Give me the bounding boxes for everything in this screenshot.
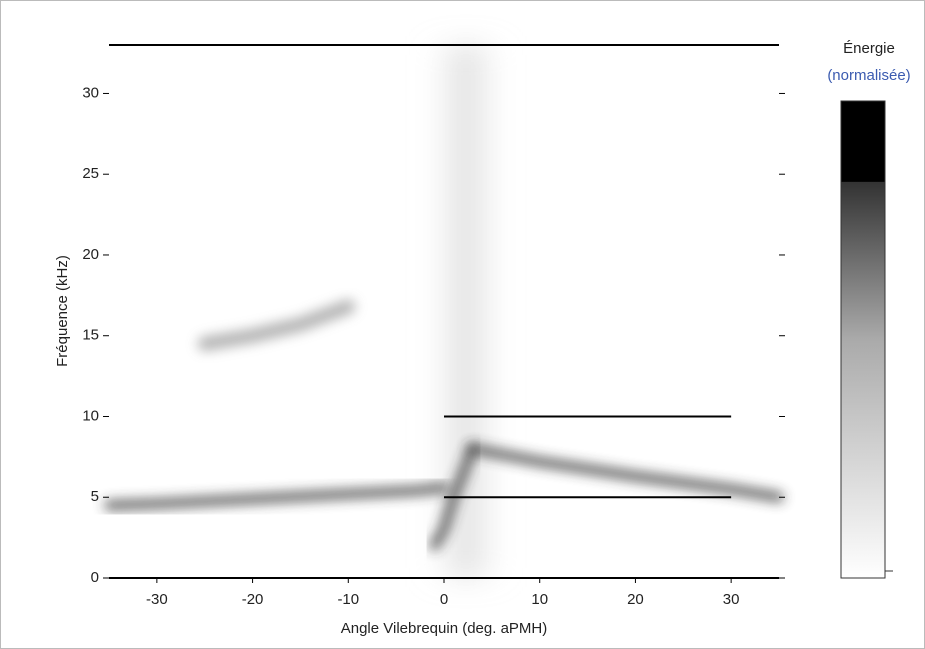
energy-ridge [197, 299, 356, 351]
x-axis-label: Angle Vilebrequin (deg. aPMH) [341, 620, 548, 637]
y-tick-label: 15 [82, 327, 99, 344]
x-tick-label: -20 [242, 591, 264, 608]
x-tick-label: 20 [627, 591, 644, 608]
colorbar-title: Énergie [843, 40, 895, 57]
x-tick-label: -10 [337, 591, 359, 608]
y-tick-label: 5 [91, 488, 99, 505]
colorbar [840, 100, 886, 579]
y-tick-label: 30 [82, 84, 99, 101]
x-tick-label: 10 [531, 591, 548, 608]
plot-area [104, 45, 784, 578]
x-tick-label: 30 [723, 591, 740, 608]
energy-ridge [104, 482, 449, 511]
y-tick-label: 0 [91, 569, 99, 586]
energy-ridge [429, 443, 478, 551]
energy-ridge [467, 443, 784, 503]
y-tick-label: 20 [82, 246, 99, 263]
y-tick-label: 10 [82, 407, 99, 424]
x-tick-label: 0 [440, 591, 448, 608]
x-tick-label: -30 [146, 591, 168, 608]
y-axis-label: Fréquence (kHz) [54, 255, 71, 367]
y-tick-label: 25 [82, 165, 99, 182]
colorbar-subtitle: (normalisée) [827, 67, 910, 84]
